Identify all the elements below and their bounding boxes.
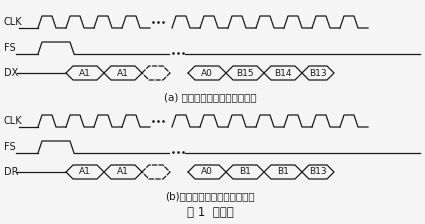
Text: (b)外部帧同步的连续接收模式: (b)外部帧同步的连续接收模式 [165, 191, 255, 201]
Text: (a) 内部帧同步的连续发送模式: (a) 内部帧同步的连续发送模式 [164, 92, 256, 102]
Text: CLK: CLK [4, 116, 23, 126]
Text: DX: DX [4, 68, 18, 78]
Text: FS: FS [4, 43, 16, 53]
Text: DR: DR [4, 167, 19, 177]
Text: B14: B14 [274, 69, 292, 78]
Text: B13: B13 [309, 69, 327, 78]
Text: CLK: CLK [4, 17, 23, 27]
Text: A1: A1 [79, 168, 91, 177]
Text: FS: FS [4, 142, 16, 152]
Text: B1: B1 [239, 168, 251, 177]
Text: 图 1  时序图: 图 1 时序图 [187, 205, 233, 218]
Text: A1: A1 [117, 69, 129, 78]
Text: B15: B15 [236, 69, 254, 78]
Text: A0: A0 [201, 168, 213, 177]
Text: A1: A1 [117, 168, 129, 177]
Text: A1: A1 [79, 69, 91, 78]
Text: A0: A0 [201, 69, 213, 78]
Text: B1: B1 [277, 168, 289, 177]
Text: B13: B13 [309, 168, 327, 177]
